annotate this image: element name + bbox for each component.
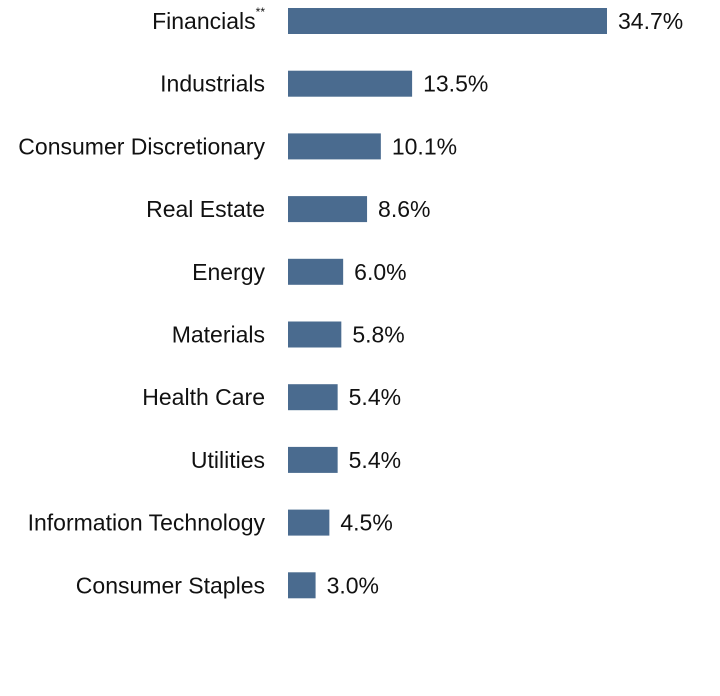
category-label-financials: Financials** (152, 5, 265, 34)
value-label-information-technology: 4.5% (340, 510, 392, 536)
bar-consumer-discretionary (288, 133, 381, 160)
value-label-consumer-discretionary: 10.1% (392, 133, 457, 159)
category-label-materials: Materials (172, 322, 265, 348)
value-label-utilities: 5.4% (349, 447, 401, 473)
category-label-information-technology: Information Technology (28, 510, 266, 536)
bar-industrials (288, 70, 413, 97)
bar-materials (288, 321, 342, 348)
value-label-health-care: 5.4% (349, 384, 401, 410)
category-label-industrials: Industrials (160, 71, 265, 97)
value-label-real-estate: 8.6% (378, 196, 430, 222)
value-label-consumer-staples: 3.0% (327, 572, 379, 598)
value-label-industrials: 13.5% (423, 71, 488, 97)
bar-consumer-staples (288, 572, 316, 599)
value-label-materials: 5.8% (352, 322, 404, 348)
bar-information-technology (288, 509, 330, 536)
value-labels: 34.7% 13.5% 10.1% 8.6% 6.0% 5.8% 5.4% 5.4% 4.5% 3… (327, 8, 684, 598)
category-label-real-estate: Real Estate (146, 196, 265, 222)
bar-utilities (288, 446, 338, 473)
category-labels: Financials** Industrials Consumer Discreti… (18, 5, 265, 598)
category-label-utilities: Utilities (191, 447, 265, 473)
bar-energy (288, 258, 344, 285)
value-label-energy: 6.0% (354, 259, 406, 285)
category-label-health-care: Health Care (142, 384, 265, 410)
category-label-energy: Energy (192, 259, 265, 285)
category-label-consumer-discretionary: Consumer Discretionary (18, 133, 265, 159)
value-label-financials: 34.7% (618, 8, 683, 34)
bars (288, 8, 607, 599)
bar-financials (288, 8, 607, 34)
bar-health-care (288, 384, 338, 411)
category-label-consumer-staples: Consumer Staples (76, 572, 265, 598)
bar-real-estate (288, 196, 368, 223)
